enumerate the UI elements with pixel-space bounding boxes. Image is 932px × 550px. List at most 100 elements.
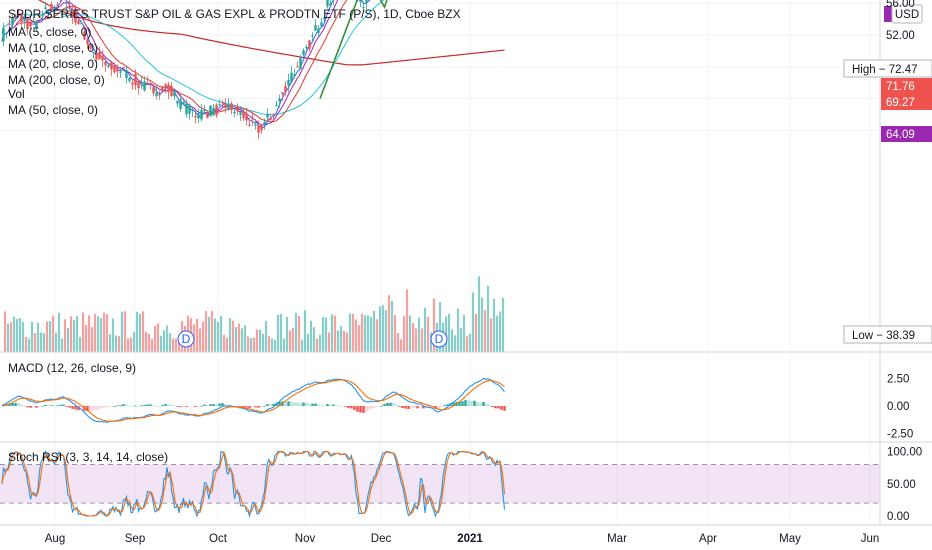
candle-body[interactable] <box>251 117 254 120</box>
macd-pane[interactable] <box>1 377 506 423</box>
candle-body[interactable] <box>299 57 302 70</box>
candle-body[interactable] <box>305 47 308 49</box>
candle-body[interactable] <box>68 5 71 9</box>
candle-body[interactable] <box>20 13 23 22</box>
candle-body[interactable] <box>53 7 56 11</box>
candle-body[interactable] <box>269 117 272 121</box>
candle-body[interactable] <box>11 17 14 26</box>
candle-body[interactable] <box>128 77 131 81</box>
candle-body[interactable] <box>140 83 143 85</box>
indicator-ma200[interactable]: MA (200, close, 0) <box>8 73 105 87</box>
candle-body[interactable] <box>158 94 161 96</box>
level-badge[interactable]: 64.09 <box>881 126 932 142</box>
candle-body[interactable] <box>116 68 119 72</box>
candle-body[interactable] <box>32 21 35 23</box>
candle-body[interactable] <box>77 20 80 25</box>
candle-body[interactable] <box>71 11 74 17</box>
candle-body[interactable] <box>107 64 110 67</box>
candle-body[interactable] <box>224 104 227 109</box>
candle-body[interactable] <box>125 70 128 79</box>
candle-body[interactable] <box>290 72 293 82</box>
candle-body[interactable] <box>302 50 305 55</box>
candle-body[interactable] <box>173 91 176 97</box>
candle-body[interactable] <box>254 124 257 126</box>
candle-body[interactable] <box>29 22 32 27</box>
candle-body[interactable] <box>89 46 92 49</box>
candle-body[interactable] <box>317 28 320 33</box>
candle-body[interactable] <box>260 125 263 131</box>
event-marker-d2[interactable]: D <box>430 330 448 348</box>
candle-body[interactable] <box>98 52 101 60</box>
candle-body[interactable] <box>143 81 146 91</box>
candle-body[interactable] <box>95 52 98 60</box>
candle-body[interactable] <box>200 109 203 120</box>
candle-body[interactable] <box>65 7 68 9</box>
candle-body[interactable] <box>131 82 134 85</box>
candle-body[interactable] <box>203 109 206 111</box>
candle-body[interactable] <box>326 0 329 7</box>
candle-body[interactable] <box>362 6 365 8</box>
prev-close-badge[interactable]: 69.27 <box>881 94 932 110</box>
candle-body[interactable] <box>287 79 290 86</box>
candle-body[interactable] <box>215 104 218 116</box>
stoch-legend[interactable]: Stoch RSI (3, 3, 14, 14, close) <box>8 450 168 464</box>
candle-body[interactable] <box>44 7 47 10</box>
candle-body[interactable] <box>170 85 173 97</box>
candle-body[interactable] <box>134 74 137 86</box>
candle-body[interactable] <box>242 111 245 119</box>
time-axis[interactable]: Aug Sep Oct Nov Dec 2021 Mar Apr May Jun <box>45 533 880 545</box>
candle-body[interactable] <box>2 27 5 42</box>
candle-body[interactable] <box>50 4 53 10</box>
candle-body[interactable] <box>101 55 104 61</box>
candle-body[interactable] <box>212 107 215 116</box>
candle-body[interactable] <box>272 115 275 117</box>
candle-body[interactable] <box>92 52 95 54</box>
candle-body[interactable] <box>314 25 317 31</box>
candle-body[interactable] <box>137 81 140 89</box>
currency-button[interactable]: USD <box>884 4 923 24</box>
candle-body[interactable] <box>122 67 125 69</box>
indicator-ma20[interactable]: MA (20, close, 0) <box>8 57 98 71</box>
candle-body[interactable] <box>227 104 230 110</box>
candle-body[interactable] <box>209 105 212 117</box>
candle-body[interactable] <box>263 121 266 125</box>
candle-body[interactable] <box>17 12 20 15</box>
candle-body[interactable] <box>365 0 368 3</box>
indicator-vol[interactable]: Vol <box>8 87 25 101</box>
candle-body[interactable] <box>152 87 155 94</box>
macd-legend[interactable]: MACD (12, 26, close, 9) <box>8 361 136 375</box>
candle-body[interactable] <box>308 40 311 49</box>
candle-body[interactable] <box>35 22 38 29</box>
candle-body[interactable] <box>5 32 8 34</box>
candle-body[interactable] <box>86 39 89 45</box>
candlesticks[interactable] <box>2 0 505 140</box>
candle-body[interactable] <box>23 18 26 22</box>
candle-body[interactable] <box>191 109 194 111</box>
candle-body[interactable] <box>167 84 170 93</box>
candle-body[interactable] <box>266 113 269 118</box>
candle-body[interactable] <box>164 84 167 88</box>
candle-body[interactable] <box>311 35 314 37</box>
candle-body[interactable] <box>185 103 188 115</box>
candle-body[interactable] <box>104 61 107 66</box>
candle-body[interactable] <box>80 23 83 25</box>
candle-body[interactable] <box>149 84 152 86</box>
candle-body[interactable] <box>206 112 209 118</box>
indicator-ma10[interactable]: MA (10, close, 0) <box>8 41 98 55</box>
candle-body[interactable] <box>47 11 50 13</box>
indicator-ma5[interactable]: MA (5, close, 0) <box>8 25 91 39</box>
candle-body[interactable] <box>281 92 284 95</box>
last-price-badge[interactable]: 71.76 <box>881 78 932 94</box>
candle-body[interactable] <box>293 74 296 76</box>
price-axis[interactable]: USD 76.0072.0068.0064.0060.0056.0052.004… <box>843 0 932 523</box>
candle-body[interactable] <box>161 86 164 92</box>
candle-body[interactable] <box>236 106 239 112</box>
candle-body[interactable] <box>119 71 122 73</box>
candle-body[interactable] <box>257 125 260 133</box>
candle-body[interactable] <box>275 104 278 107</box>
candle-body[interactable] <box>83 31 86 40</box>
candle-body[interactable] <box>56 4 59 6</box>
candle-body[interactable] <box>110 62 113 70</box>
candle-body[interactable] <box>194 115 197 118</box>
